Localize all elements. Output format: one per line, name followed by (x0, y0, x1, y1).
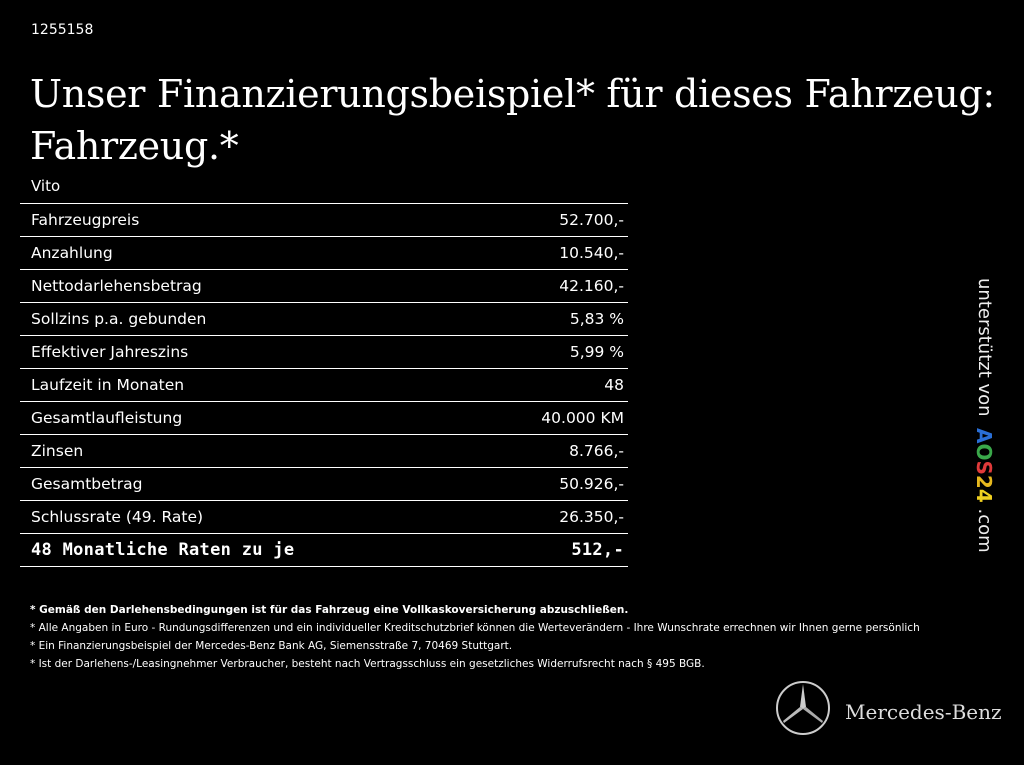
monthly-rate-row: 48 Monatliche Raten zu je 512,- (20, 533, 628, 567)
footnotes: * Gemäß den Darlehensbedingungen ist für… (30, 601, 920, 673)
row-label: Nettodarlehensbetrag (31, 277, 202, 295)
brand-logo-text: Mercedes-Benz (845, 700, 1002, 724)
footnote: * Ist der Darlehens-/Leasingnehmer Verbr… (30, 658, 705, 670)
title-line-2: Fahrzeug.* (30, 124, 239, 168)
row-value: 26.350,- (559, 508, 624, 526)
row-value: 10.540,- (559, 244, 624, 262)
row-value: 8.766,- (569, 442, 624, 460)
row-value: 50.926,- (559, 475, 624, 493)
mercedes-star-icon (776, 681, 830, 735)
table-row: Effektiver Jahreszins 5,99 % (20, 335, 628, 368)
row-value: 5,83 % (569, 310, 624, 328)
row-label: Zinsen (31, 442, 84, 460)
row-label: Laufzeit in Monaten (31, 376, 185, 394)
page-title: Unser Finanzierungsbeispiel* für dieses … (30, 68, 995, 172)
row-label: Anzahlung (31, 244, 113, 262)
row-label: Gesamtbetrag (31, 475, 143, 493)
row-value: 42.160,- (559, 277, 624, 295)
table-row: Sollzins p.a. gebunden 5,83 % (20, 302, 628, 335)
row-label: 48 Monatliche Raten zu je (31, 540, 295, 560)
row-label: Sollzins p.a. gebunden (31, 310, 207, 328)
sponsor-credit: unterstützt von AOS24 .com (972, 278, 996, 553)
row-value: 52.700,- (559, 211, 624, 229)
row-label: Schlussrate (49. Rate) (31, 508, 204, 526)
row-value: 5,99 % (569, 343, 624, 361)
row-value: 48 (604, 376, 624, 394)
sponsor-prefix: unterstützt von (974, 278, 995, 417)
table-row: Anzahlung 10.540,- (20, 236, 628, 269)
table-row: Gesamtbetrag 50.926,- (20, 467, 628, 500)
footnote: * Gemäß den Darlehensbedingungen ist für… (30, 604, 629, 616)
table-row: Gesamtlaufleistung 40.000 KM (20, 401, 628, 434)
footnote: * Alle Angaben in Euro - Rundungsdiffere… (30, 622, 920, 634)
row-label: Effektiver Jahreszins (31, 343, 189, 361)
table-row: Zinsen 8.766,- (20, 434, 628, 467)
row-label: Gesamtlaufleistung (31, 409, 183, 427)
vehicle-id: 1255158 (31, 22, 94, 38)
footnote: * Ein Finanzierungsbeispiel der Mercedes… (30, 640, 513, 652)
row-value: 512,- (571, 540, 624, 560)
row-label: Fahrzeugpreis (31, 211, 140, 229)
table-row: Laufzeit in Monaten 48 (20, 368, 628, 401)
aos24-logo: AOS24 (972, 428, 996, 503)
table-row: Schlussrate (49. Rate) 26.350,- (20, 500, 628, 533)
model-name: Vito (31, 177, 61, 195)
sponsor-suffix: .com (974, 508, 995, 553)
table-row: Nettodarlehensbetrag 42.160,- (20, 269, 628, 302)
title-line-1: Unser Finanzierungsbeispiel* für dieses … (30, 72, 995, 116)
row-value: 40.000 KM (541, 409, 624, 427)
table-row: Fahrzeugpreis 52.700,- (20, 203, 628, 236)
financing-table: Fahrzeugpreis 52.700,- Anzahlung 10.540,- … (20, 203, 628, 567)
